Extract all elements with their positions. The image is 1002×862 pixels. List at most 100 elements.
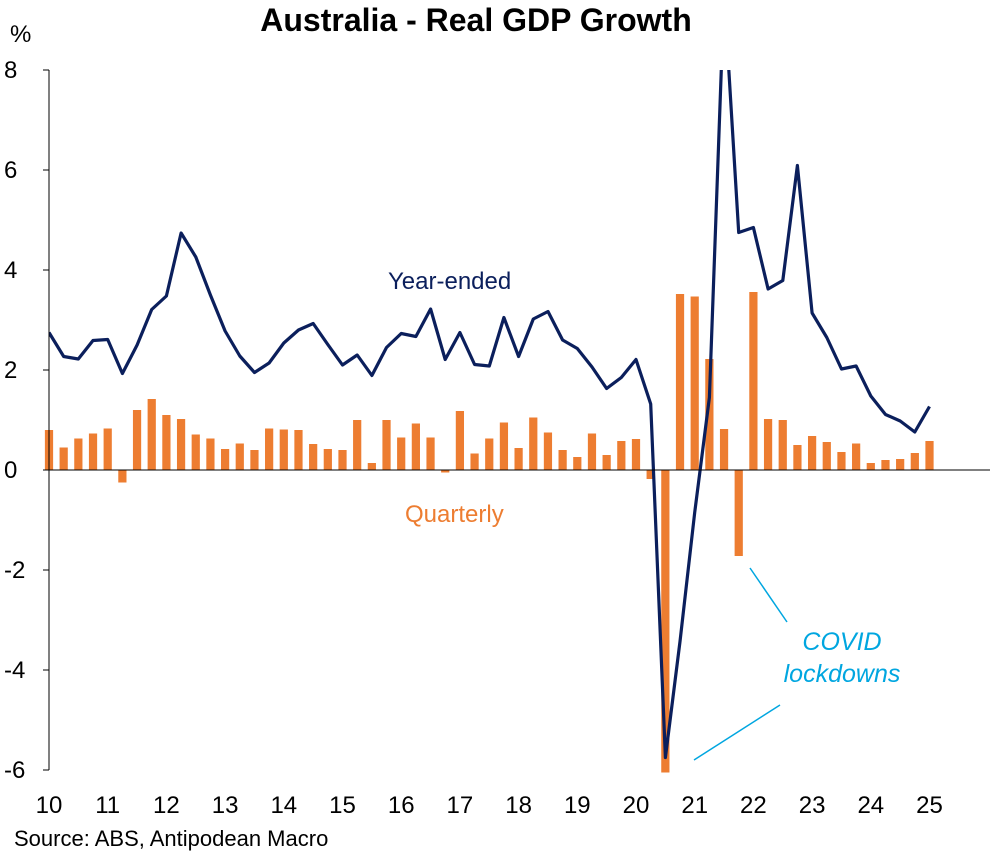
year-ended-series: [49, 70, 931, 760]
y-tick-label: 0: [4, 457, 17, 484]
quarterly-bar: [602, 455, 611, 470]
quarterly-bar: [147, 399, 156, 470]
quarterly-bar: [514, 448, 523, 470]
quarterly-bar: [661, 470, 670, 773]
covid-pointer-line-1: [749, 567, 788, 623]
x-tick-label: 10: [36, 792, 63, 819]
quarterly-bar: [763, 419, 773, 470]
quarterly-bar: [837, 452, 846, 470]
quarterly-bar: [778, 420, 787, 470]
chart-title: Australia - Real GDP Growth: [260, 2, 692, 38]
x-tick-label: 15: [329, 792, 356, 819]
quarterly-bar: [734, 470, 743, 556]
quarterly-bar: [617, 441, 626, 470]
covid-annotation-line2: lockdowns: [784, 660, 901, 688]
y-tick-label: 6: [4, 157, 17, 184]
y-tick-label: 4: [4, 257, 17, 284]
year-ended-label: Year-ended: [388, 268, 511, 295]
quarterly-bar: [338, 450, 347, 470]
quarterly-bar: [881, 460, 890, 470]
y-tick-label: -4: [4, 657, 25, 684]
quarterly-bar: [176, 419, 186, 470]
quarterly-bar: [323, 449, 332, 470]
quarterly-bar: [411, 423, 420, 470]
y-tick-label: -2: [4, 557, 25, 584]
quarterly-bar: [925, 441, 934, 470]
quarterly-bar: [749, 292, 758, 470]
quarterly-bar: [103, 428, 112, 470]
covid-annotation: COVID lockdowns: [693, 567, 901, 761]
x-tick-label: 25: [916, 792, 943, 819]
x-ticks: 10 11 12 13 14 15 16 17 18 19 20 21 22 23 24 25: [36, 792, 943, 819]
quarterly-bar: [235, 443, 244, 470]
quarterly-bar: [206, 438, 215, 470]
x-tick-label: 19: [564, 792, 591, 819]
quarterly-bar: [88, 433, 98, 470]
x-tick-label: 24: [857, 792, 884, 819]
quarterly-bar: [558, 450, 567, 470]
covid-pointer-line-2: [693, 704, 781, 761]
source-note: Source: ABS, Antipodean Macro: [14, 826, 329, 851]
quarterly-bar: [690, 296, 699, 470]
quarterly-bar: [118, 470, 127, 483]
x-tick-label: 13: [212, 792, 239, 819]
y-axis-unit-label: %: [10, 21, 31, 48]
quarterly-bar: [587, 433, 597, 470]
quarterly-bar: [265, 428, 274, 470]
covid-annotation-line1: COVID: [802, 628, 881, 656]
quarterly-bar: [455, 411, 465, 470]
x-tick-label: 11: [95, 792, 120, 819]
y-tick-label: -6: [4, 757, 25, 784]
quarterly-bar: [807, 436, 817, 470]
x-tick-label: 18: [505, 792, 532, 819]
quarterly-bar: [59, 447, 68, 470]
quarterly-bar: [470, 453, 479, 470]
year-ended-line: [49, 70, 931, 760]
quarterly-bar: [719, 429, 729, 470]
quarterly-bars: [44, 292, 934, 773]
y-tick-label: 2: [4, 357, 17, 384]
quarterly-bar: [866, 463, 875, 470]
quarterly-bar: [74, 438, 83, 470]
quarterly-bar: [382, 420, 391, 470]
y-ticks: 8 6 4 2 0 -2 -4 -6: [4, 57, 49, 784]
quarterly-bar: [426, 437, 435, 470]
quarterly-bar: [793, 445, 802, 470]
x-tick-label: 22: [740, 792, 767, 819]
x-tick-label: 21: [681, 792, 708, 819]
quarterly-bar: [132, 410, 142, 470]
x-tick-label: 20: [623, 792, 650, 819]
quarterly-bar: [397, 437, 406, 470]
quarterly-bar: [646, 470, 655, 479]
quarterly-bar: [191, 434, 200, 470]
quarterly-bar: [353, 420, 362, 470]
x-tick-label: 23: [799, 792, 826, 819]
quarterly-bar: [705, 359, 714, 470]
quarterly-bar: [294, 430, 303, 470]
quarterly-bar: [573, 457, 582, 470]
x-tick-label: 14: [270, 792, 297, 819]
x-tick-label: 16: [388, 792, 415, 819]
quarterly-bar: [499, 422, 509, 470]
x-tick-label: 17: [447, 792, 474, 819]
quarterly-bar: [485, 438, 494, 470]
axes: [48, 70, 990, 770]
quarterly-bar: [910, 453, 919, 470]
quarterly-bar: [852, 443, 861, 470]
x-tick-label: 12: [153, 792, 180, 819]
y-tick-label: 8: [4, 57, 17, 84]
quarterly-bar: [279, 429, 288, 470]
quarterly-bar: [441, 470, 450, 473]
quarterly-bar: [675, 294, 685, 470]
quarterly-bar: [162, 415, 171, 470]
quarterly-bar: [250, 450, 259, 470]
quarterly-bar: [631, 439, 641, 470]
quarterly-bar: [529, 417, 538, 470]
quarterly-bar: [309, 444, 318, 470]
quarterly-bar: [896, 459, 905, 470]
quarterly-label: Quarterly: [405, 501, 504, 528]
quarterly-bar: [822, 442, 831, 470]
quarterly-bar: [543, 432, 553, 470]
quarterly-bar: [220, 449, 230, 470]
